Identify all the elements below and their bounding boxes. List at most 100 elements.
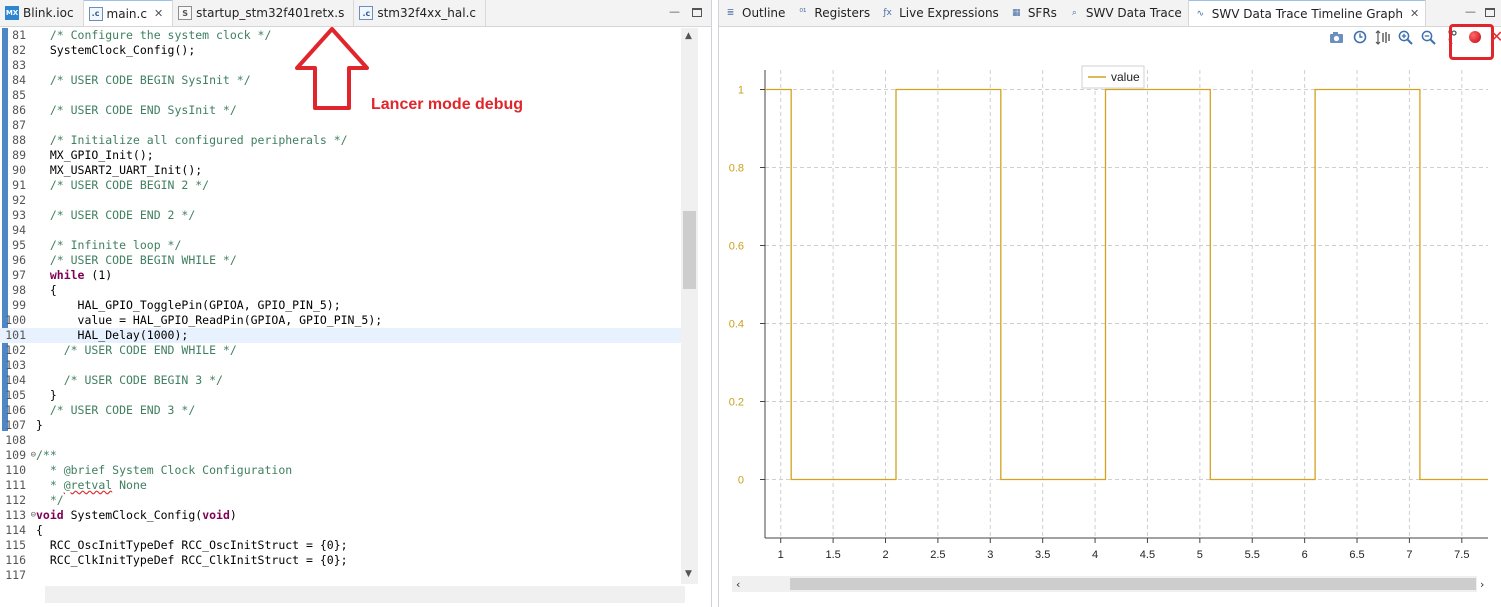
view-tab-swv-data-trace-timeline-graph[interactable]: ∿ SWV Data Trace Timeline Graph ✕ [1187, 0, 1427, 26]
x-tick-label: 1 [778, 549, 784, 561]
zoom-in-icon[interactable] [1397, 29, 1414, 46]
code-line[interactable]: 98 { [0, 283, 681, 298]
y-tick-label: 0.2 [729, 397, 744, 409]
code-line[interactable]: 82 SystemClock_Config(); [0, 43, 681, 58]
adjust-axis-icon[interactable] [1374, 29, 1391, 46]
line-number: 110 [5, 463, 26, 477]
code-line[interactable]: 106 /* USER CODE END 3 */ [0, 403, 681, 418]
code-line[interactable]: 90 MX_USART2_UART_Init(); [0, 163, 681, 178]
timeline-graph-chart[interactable]: 1 0.8 0.6 0.4 0.2 0 1 1.5 2 2.5 3 3.5 4 4.5 5 5.5 6 6.5 7 7… [718, 60, 1501, 605]
fold-toggle-icon[interactable]: ⊖ [30, 510, 36, 520]
code-line[interactable]: 89 MX_GPIO_Init(); [0, 148, 681, 163]
code-line[interactable]: 97 while (1) [0, 268, 681, 283]
chart-scrollbar-thumb[interactable] [790, 578, 1476, 590]
vertical-scrollbar[interactable]: ▲ ▼ [681, 28, 698, 584]
tab-close-icon[interactable]: ✕ [153, 7, 164, 20]
legend-label: value [1111, 70, 1140, 84]
code-line[interactable]: 110 * @brief System Clock Configuration [0, 463, 681, 478]
code-text: HAL_GPIO_TogglePin(GPIOA, GPIO_PIN_5); [36, 298, 341, 312]
outline-icon: ≣ [726, 8, 735, 18]
code-line[interactable]: 108 [0, 433, 681, 448]
code-text-area[interactable]: 81 /* Configure the system clock */82 Sy… [0, 28, 681, 584]
code-line[interactable]: 114 { [0, 523, 681, 538]
live-expressions-icon: ƒx [883, 8, 892, 18]
code-line[interactable]: 95 /* Infinite loop */ [0, 238, 681, 253]
code-line[interactable]: 107} [0, 418, 681, 433]
code-line[interactable]: 100 value = HAL_GPIO_ReadPin(GPIOA, GPIO… [0, 313, 681, 328]
editor-tab-stm32f4xx-hal-c[interactable]: .c stm32f4xx_hal.c [354, 0, 487, 26]
line-number: 96 [12, 253, 26, 267]
panel-minimize-icon[interactable]: — [1465, 5, 1476, 18]
code-line[interactable]: 99 HAL_GPIO_TogglePin(GPIOA, GPIO_PIN_5)… [0, 298, 681, 313]
code-line[interactable]: 112 */ [0, 493, 681, 508]
code-line[interactable]: 84 /* USER CODE BEGIN SysInit */ [0, 73, 681, 88]
code-text: /** [36, 448, 57, 462]
scroll-left-icon[interactable]: ‹ [736, 578, 740, 591]
view-tab-registers[interactable]: ⁰¹ Registers [791, 0, 876, 26]
code-line[interactable]: 111 * @retval None [0, 478, 681, 493]
horizontal-scrollbar[interactable] [45, 586, 685, 603]
mx-file-icon: MX [5, 6, 19, 20]
code-line[interactable]: 103 [0, 358, 681, 373]
red-up-arrow-annotation [295, 27, 369, 110]
code-line[interactable]: 83 [0, 58, 681, 73]
scrollbar-thumb[interactable] [683, 211, 696, 289]
clock-icon[interactable] [1351, 29, 1368, 46]
code-line[interactable]: 104 /* USER CODE BEGIN 3 */ [0, 373, 681, 388]
search-icon: ⌕ [1071, 8, 1077, 18]
tab-close-icon[interactable]: ✕ [1410, 7, 1420, 20]
scroll-up-icon[interactable]: ▲ [685, 31, 692, 41]
code-line[interactable]: 115 RCC_OscInitTypeDef RCC_OscInitStruct… [0, 538, 681, 553]
code-line[interactable]: 81 /* Configure the system clock */ [0, 28, 681, 43]
code-line[interactable]: 102 /* USER CODE END WHILE */ [0, 343, 681, 358]
view-tab-live-expressions[interactable]: ƒx Live Expressions [876, 0, 1005, 26]
camera-icon[interactable] [1328, 29, 1345, 46]
x-tick-label: 2.5 [930, 549, 945, 561]
line-number: 89 [12, 148, 26, 162]
code-text: /* USER CODE END SysInit */ [36, 103, 237, 117]
maximize-icon[interactable] [692, 8, 702, 17]
code-line[interactable]: 116 RCC_ClkInitTypeDef RCC_ClkInitStruct… [0, 553, 681, 568]
code-line[interactable]: 113 ⊖ void SystemClock_Config(void) [0, 508, 681, 523]
code-line[interactable]: 91 /* USER CODE BEGIN 2 */ [0, 178, 681, 193]
code-line[interactable]: 88 /* Initialize all configured peripher… [0, 133, 681, 148]
line-number: 92 [12, 193, 26, 207]
code-line[interactable]: 105 } [0, 388, 681, 403]
code-line[interactable]: 96 /* USER CODE BEGIN WHILE */ [0, 253, 681, 268]
y-tick-label: 1 [738, 85, 744, 97]
view-tab-swv-data-trace[interactable]: ⌕ SWV Data Trace [1063, 0, 1188, 26]
code-line[interactable]: 92 [0, 193, 681, 208]
code-text: * @retval None [36, 478, 147, 492]
line-number: 101 [5, 328, 26, 342]
code-line[interactable]: 109 ⊖/** [0, 448, 681, 463]
registers-icon: ⁰¹ [799, 8, 807, 18]
editor-tab-blink-ioc[interactable]: MX Blink.ioc [0, 0, 84, 26]
record-icon[interactable] [1466, 29, 1483, 46]
code-line[interactable]: 93 /* USER CODE END 2 */ [0, 208, 681, 223]
fold-toggle-icon[interactable]: ⊖ [30, 450, 36, 460]
code-line[interactable]: 86 /* USER CODE END SysInit */ [0, 103, 681, 118]
code-line[interactable]: 87 [0, 118, 681, 133]
code-text: void SystemClock_Config(void) [36, 508, 237, 522]
view-tab-outline[interactable]: ≣ Outline [719, 0, 791, 26]
scroll-right-icon[interactable]: › [1480, 578, 1484, 591]
editor-tab-main-c[interactable]: .c main.c ✕ [83, 0, 174, 26]
code-line[interactable]: 117 [0, 568, 681, 583]
zoom-out-icon[interactable] [1420, 29, 1437, 46]
x-tick-label: 7.5 [1454, 549, 1469, 561]
sfrs-icon: ▦ [1012, 8, 1021, 18]
view-tab-sfrs[interactable]: ▦ SFRs [1005, 0, 1063, 26]
y-tick-label: 0.8 [729, 163, 744, 175]
code-text: HAL_Delay(1000); [36, 328, 189, 342]
code-text: /* Initialize all configured peripherals… [36, 133, 348, 147]
code-line[interactable]: 101 HAL_Delay(1000); [0, 328, 681, 343]
panel-maximize-icon[interactable] [1485, 8, 1495, 17]
x-tick-label: 6 [1302, 549, 1308, 561]
line-number: 83 [12, 58, 26, 72]
delete-icon[interactable]: ✕ [1490, 27, 1501, 46]
minimize-icon[interactable]: — [669, 5, 680, 18]
code-line[interactable]: 85 [0, 88, 681, 103]
scroll-down-icon[interactable]: ▼ [685, 569, 692, 579]
code-line[interactable]: 94 [0, 223, 681, 238]
